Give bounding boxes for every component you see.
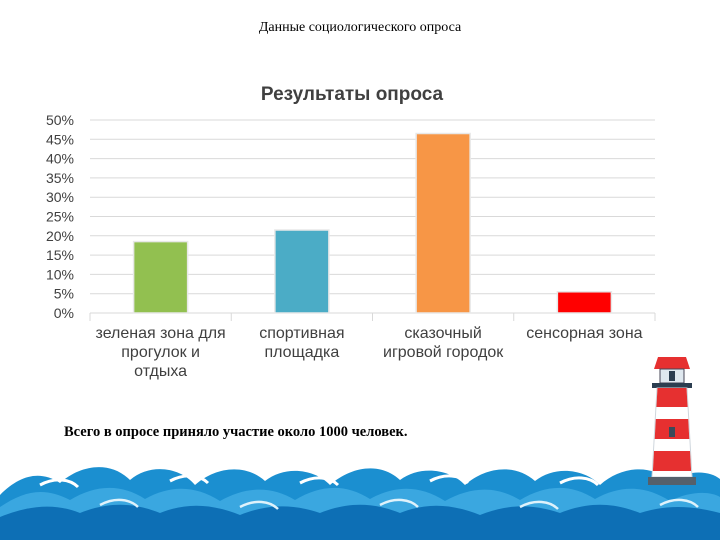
bar bbox=[415, 132, 471, 314]
y-tick-label: 45% bbox=[46, 131, 74, 147]
x-category-label: сенсорная зона bbox=[526, 325, 642, 342]
survey-footnote: Всего в опросе приняло участие около 100… bbox=[64, 424, 408, 440]
x-category-label: спортивная площадка bbox=[259, 325, 344, 361]
y-tick-label: 0% bbox=[54, 305, 74, 321]
y-tick-label: 30% bbox=[46, 189, 74, 205]
x-category-label: зеленая зона для прогулок и отдыха bbox=[96, 325, 226, 380]
y-tick-label: 10% bbox=[46, 266, 74, 282]
bar-chart: Результаты опроса 0% 5% 10% 15% 20% 25% 30% 35%… bbox=[46, 84, 656, 380]
slide-title: Данные социологического опроса bbox=[258, 20, 462, 35]
y-tick-label: 25% bbox=[46, 209, 74, 225]
bar bbox=[274, 229, 330, 314]
x-category-label: сказочный игровой городок bbox=[383, 325, 504, 361]
y-tick-label: 35% bbox=[46, 170, 74, 186]
y-tick-label: 5% bbox=[54, 286, 74, 302]
y-tick-label: 40% bbox=[46, 151, 74, 167]
y-tick-label: 20% bbox=[46, 228, 74, 244]
y-tick-label: 50% bbox=[46, 112, 74, 128]
lighthouse-icon bbox=[648, 357, 696, 485]
y-tick-label: 15% bbox=[46, 247, 74, 263]
bar bbox=[556, 291, 613, 314]
chart-title: Результаты опроса bbox=[261, 84, 444, 105]
waves-decoration bbox=[0, 467, 720, 540]
bar bbox=[132, 240, 189, 314]
